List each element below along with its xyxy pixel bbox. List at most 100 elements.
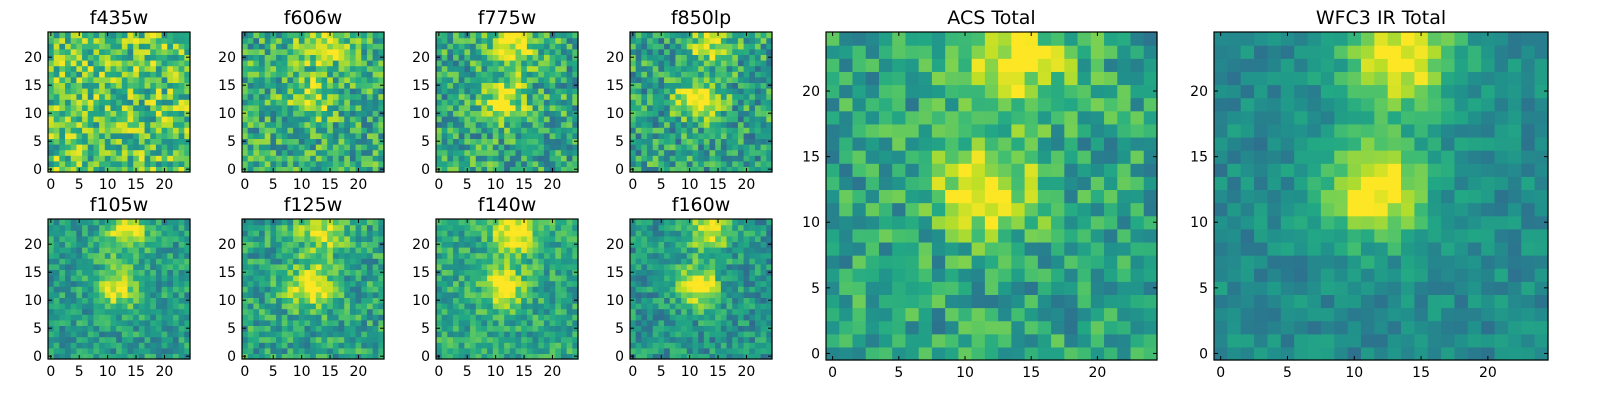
heatmap-cell	[743, 331, 750, 338]
heatmap-cell	[65, 319, 72, 326]
heatmap-cell	[121, 263, 129, 270]
heatmap-cell	[276, 314, 283, 321]
heatmap-cell	[144, 258, 151, 265]
heatmap-cell	[270, 88, 277, 95]
heatmap-cell	[664, 144, 671, 151]
heatmap-cell	[436, 235, 443, 242]
heatmap-cell	[555, 291, 562, 298]
panel-title: f775w	[478, 7, 537, 29]
heatmap-cell	[635, 54, 642, 61]
heatmap-cell	[754, 303, 762, 310]
heatmap-cell	[743, 347, 750, 354]
heatmap-cell	[99, 121, 106, 128]
heatmap-cell	[470, 275, 477, 282]
heatmap-cell	[150, 319, 157, 326]
heatmap-cell	[138, 230, 146, 237]
heatmap-cell	[458, 104, 465, 111]
y-tick-label: 5	[227, 321, 236, 337]
heatmap-cell	[543, 127, 551, 134]
heatmap-cell	[321, 32, 328, 39]
heatmap-cell	[709, 342, 716, 349]
heatmap-cell	[121, 65, 129, 72]
heatmap-cell	[732, 342, 739, 349]
heatmap-cell	[104, 325, 112, 332]
heatmap-cell	[498, 291, 505, 298]
heatmap-cell	[453, 93, 460, 100]
heatmap-cell	[453, 99, 460, 106]
heatmap-cell	[361, 235, 368, 242]
heatmap-cell	[641, 65, 648, 72]
heatmap-cell	[726, 342, 733, 349]
heatmap-cell	[464, 110, 471, 117]
heatmap-cell	[686, 99, 694, 106]
heatmap-cell	[172, 275, 180, 282]
heatmap-cell	[315, 82, 323, 89]
heatmap-cell	[470, 336, 477, 343]
heatmap-cell	[515, 297, 522, 304]
heatmap-cell	[378, 93, 385, 100]
heatmap-cell	[315, 263, 323, 270]
heatmap-cell	[652, 54, 659, 61]
heatmap-cell	[167, 110, 174, 117]
heatmap-cell	[65, 82, 72, 89]
heatmap-cell	[532, 138, 539, 145]
heatmap-cell	[172, 127, 180, 134]
heatmap-cell	[259, 241, 266, 248]
heatmap-cell	[87, 275, 95, 282]
heatmap-cell	[652, 314, 659, 321]
heatmap-cell	[509, 252, 517, 259]
heatmap-cell	[315, 48, 323, 55]
heatmap-cell	[361, 43, 368, 50]
heatmap-cell	[310, 286, 317, 293]
heatmap-cell	[498, 336, 505, 343]
heatmap-cell	[572, 286, 579, 293]
heatmap-cell	[521, 303, 528, 310]
heatmap-cell	[532, 269, 539, 276]
heatmap-cell	[498, 252, 505, 259]
heatmap-cell	[276, 269, 283, 276]
heatmap-cell	[270, 121, 277, 128]
heatmap-cell	[766, 99, 773, 106]
heatmap-cell	[532, 252, 539, 259]
heatmap-cell	[161, 138, 168, 145]
heatmap-cell	[247, 110, 254, 117]
heatmap-cell	[327, 93, 334, 100]
heatmap-cell	[349, 235, 357, 242]
heatmap-cell	[76, 252, 83, 259]
heatmap-cell	[116, 60, 123, 67]
heatmap-cell	[327, 235, 334, 242]
heatmap-cell	[242, 121, 249, 128]
heatmap-cell	[293, 275, 300, 282]
heatmap-cell	[686, 110, 694, 117]
heatmap-cell	[116, 308, 123, 315]
x-tick-label: 20	[544, 177, 562, 193]
heatmap-cell	[150, 314, 157, 321]
heatmap-cell	[766, 132, 773, 139]
heatmap-cell	[247, 258, 254, 265]
heatmap-cell	[259, 252, 266, 259]
heatmap-cell	[184, 286, 191, 293]
heatmap-cell	[116, 116, 123, 123]
heatmap-cell	[93, 252, 100, 259]
heatmap-cell	[726, 37, 733, 44]
heatmap-cell	[259, 132, 266, 139]
heatmap-cell	[287, 263, 294, 270]
heatmap-cell	[509, 71, 517, 78]
heatmap-cell	[82, 160, 89, 167]
heatmap-cell	[526, 258, 534, 265]
heatmap-cell	[150, 48, 157, 55]
heatmap-cell	[259, 280, 266, 287]
heatmap-cell	[150, 110, 157, 117]
heatmap-cell	[65, 263, 72, 270]
heatmap-cell	[281, 319, 289, 326]
heatmap-cell	[664, 325, 671, 332]
heatmap-cell	[93, 241, 100, 248]
heatmap-cell	[82, 54, 89, 61]
heatmap-cell	[172, 99, 180, 106]
heatmap-cell	[361, 116, 368, 123]
heatmap-cell	[703, 166, 711, 173]
heatmap-cell	[378, 286, 385, 293]
heatmap-cell	[304, 104, 311, 111]
heatmap-cell	[692, 314, 699, 321]
heatmap-cell	[87, 342, 95, 349]
